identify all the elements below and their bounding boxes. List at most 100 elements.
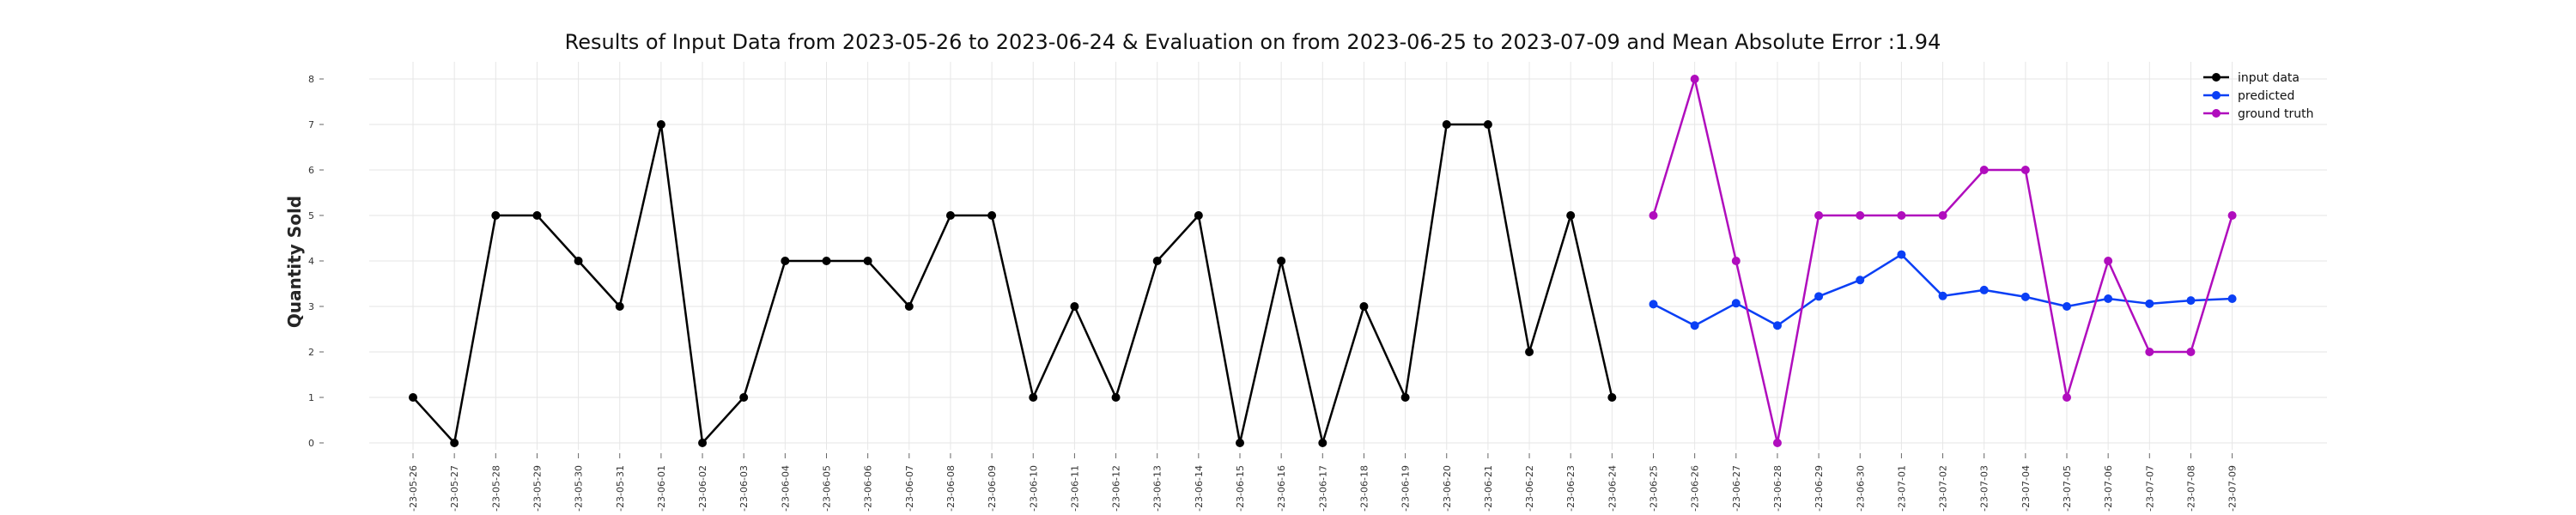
data-point-ground-truth [1814,211,1824,220]
x-tick-label: -23-07-08 [2185,465,2196,512]
legend-marker [2212,73,2221,82]
x-tick-label: -23-06-12 [1111,465,1122,512]
x-tick-label: -23-07-06 [2103,465,2114,512]
data-point-input-data [1277,257,1286,265]
y-tick-label: 7 [308,119,314,130]
data-point-input-data [1483,120,1492,129]
data-point-input-data [1194,211,1203,220]
x-tick-label: -23-07-03 [1979,465,1990,512]
data-point-input-data [739,393,749,402]
data-point-input-data [1029,393,1038,402]
series-line-input-data [412,123,1613,445]
legend-marker [2212,91,2221,100]
data-point-input-data [450,439,459,447]
data-point-ground-truth [2145,348,2154,356]
legend: input data predicted ground truth [2203,71,2313,121]
data-point-ground-truth [1772,439,1782,447]
data-point-input-data [532,211,542,220]
x-tick-label: -23-05-28 [490,465,501,512]
data-point-input-data [1070,302,1079,311]
data-point-predicted [2063,302,2071,311]
legend-label: input data [2238,71,2300,85]
x-tick-label: -23-06-21 [1483,465,1494,512]
data-point-ground-truth [1690,75,1699,83]
data-point-predicted [1649,300,1658,309]
plot-grid [369,62,2327,450]
legend-label: predicted [2238,89,2294,103]
data-point-predicted [2186,296,2196,306]
data-point-ground-truth [1979,166,1989,174]
x-tick-label: -23-06-28 [1772,465,1783,512]
y-tick-label: 8 [308,74,314,85]
series-input-data [409,120,1617,447]
chart-title: Results of Input Data from 2023-05-26 to… [565,30,1941,54]
y-tick-label: 6 [308,165,314,176]
x-tick-label: -23-06-04 [780,465,791,512]
data-point-predicted [1938,291,1947,300]
x-tick-label: -23-06-03 [738,465,750,512]
data-point-ground-truth [2186,348,2196,356]
x-tick-label: -23-06-13 [1152,465,1163,512]
data-point-input-data [1359,302,1369,311]
x-tick-label: -23-06-24 [1607,465,1618,512]
x-tick-label: -23-05-29 [532,465,543,512]
data-point-input-data [987,211,997,220]
data-point-input-data [491,211,501,220]
x-tick-label: -23-07-07 [2144,465,2155,512]
data-point-input-data [656,120,665,129]
y-tick-label: 3 [308,301,314,312]
data-point-predicted [1897,250,1906,259]
data-point-input-data [863,257,872,265]
y-tick-label: 2 [308,347,314,358]
series-layer [409,75,2237,447]
legend-marker [2212,109,2221,118]
data-point-input-data [574,257,583,265]
x-tick-label: -23-06-02 [697,465,708,512]
data-point-input-data [781,257,790,265]
x-tick-label: -23-06-14 [1194,465,1205,512]
data-point-ground-truth [1731,257,1741,265]
x-tick-label: -23-06-30 [1855,465,1866,512]
y-tick-label: 0 [308,438,314,449]
x-tick-label: -23-06-27 [1731,465,1742,512]
data-point-predicted [2104,294,2113,303]
x-tick-label: -23-06-26 [1690,465,1701,512]
series-ground-truth [1649,75,2237,447]
x-axis: -23-05-26 -23-05-27 -23-05-28 -23-05-29 -23-… [408,453,2239,512]
data-point-input-data [822,257,831,265]
data-point-input-data [1400,393,1410,402]
data-point-input-data [698,439,708,447]
x-tick-label: -23-05-27 [449,465,460,512]
data-point-ground-truth [1856,211,1865,220]
data-point-input-data [615,302,624,311]
y-tick-label: 5 [308,210,314,221]
data-point-input-data [1607,393,1617,402]
data-point-ground-truth [2020,166,2030,174]
data-point-input-data [945,211,955,220]
legend-label: ground truth [2238,107,2313,121]
y-axis-label: Quantity Sold [284,196,305,328]
data-point-ground-truth [1897,211,1906,220]
x-tick-label: -23-06-20 [1442,465,1453,512]
data-point-ground-truth [2104,257,2113,265]
x-tick-label: -23-06-05 [822,465,833,512]
x-tick-label: -23-05-26 [408,465,419,512]
x-tick-label: -23-07-09 [2227,465,2239,512]
data-point-input-data [1318,439,1327,447]
data-point-predicted [1814,292,1824,301]
legend-item-ground-truth: ground truth [2203,107,2313,121]
x-tick-label: -23-07-01 [1896,465,1907,512]
data-point-predicted [1731,299,1741,308]
data-point-input-data [1525,348,1534,356]
x-tick-label: -23-06-29 [1814,465,1825,512]
x-tick-label: -23-06-11 [1069,465,1080,512]
x-tick-label: -23-06-07 [904,465,915,512]
x-tick-label: -23-07-04 [2020,465,2032,512]
x-tick-label: -23-06-06 [863,465,874,512]
data-point-predicted [1856,276,1865,285]
data-point-predicted [1979,285,1989,294]
legend-item-predicted: predicted [2203,89,2294,103]
x-tick-label: -23-06-01 [656,465,667,512]
x-tick-label: -23-05-31 [615,465,626,512]
